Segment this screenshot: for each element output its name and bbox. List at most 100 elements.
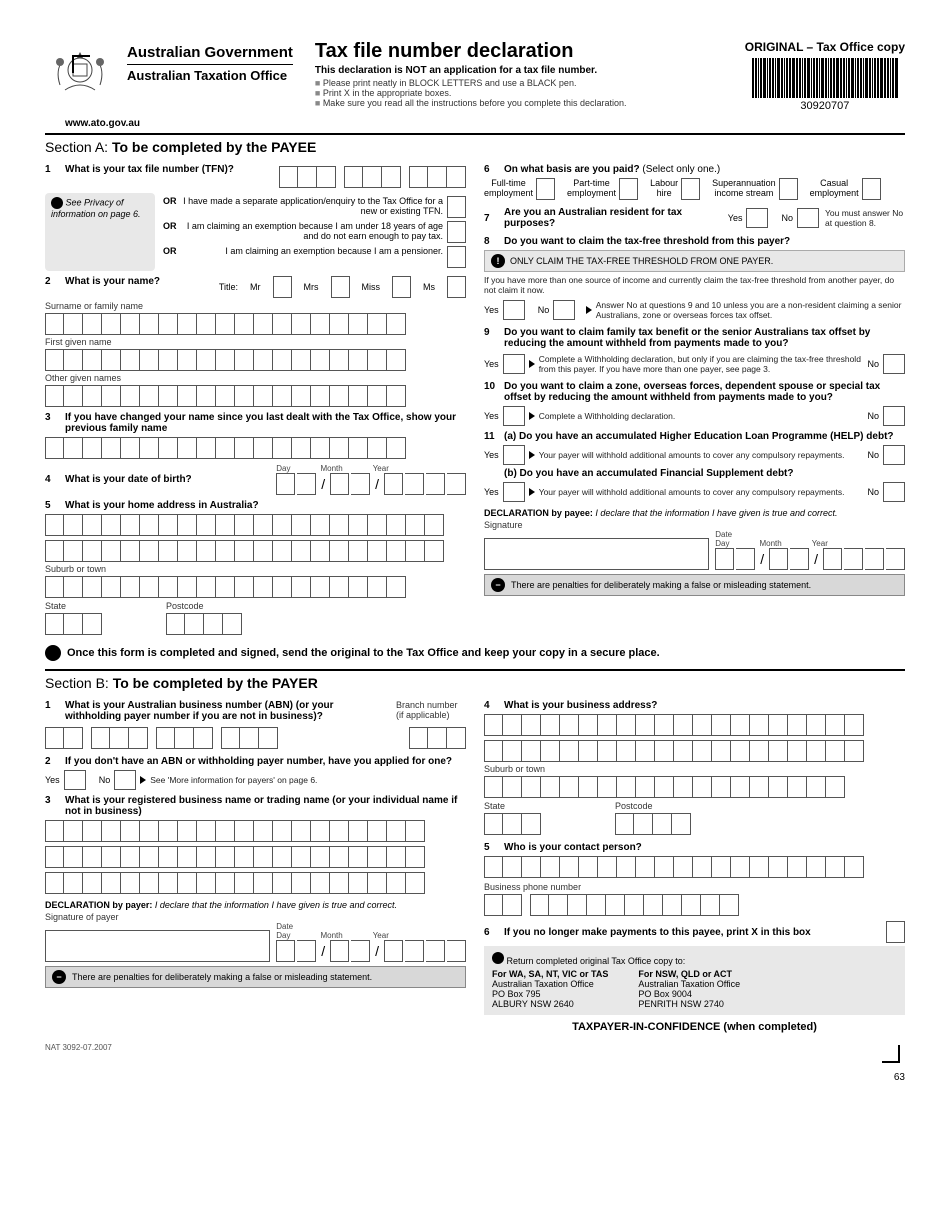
- q9-text: Do you want to claim family tax benefit …: [504, 327, 905, 349]
- basis-super[interactable]: [779, 178, 798, 200]
- q2: 2 What is your name? Title: Mr Mrs Miss …: [45, 276, 466, 298]
- q8-no[interactable]: [553, 300, 575, 320]
- original-label: ORIGINAL – Tax Office copy: [745, 40, 905, 54]
- surname-label: Surname or family name: [45, 301, 466, 311]
- basis-fulltime[interactable]: [536, 178, 555, 200]
- bullet: Please print neatly in BLOCK LETTERS and…: [315, 78, 733, 88]
- basis-parttime[interactable]: [619, 178, 638, 200]
- q7-yes[interactable]: [746, 208, 768, 228]
- phone-label: Business phone number: [484, 882, 905, 892]
- state-input[interactable]: [45, 613, 102, 635]
- state-label: State: [45, 601, 102, 611]
- phone-input[interactable]: [484, 894, 905, 916]
- basis-casual[interactable]: [862, 178, 881, 200]
- q11b-yes[interactable]: [503, 482, 525, 502]
- q10-no[interactable]: [883, 406, 905, 426]
- title-mrs[interactable]: [331, 276, 350, 298]
- crop-mark-tl: [72, 55, 90, 73]
- b-q6-checkbox[interactable]: [886, 921, 905, 943]
- dob-day[interactable]: [276, 473, 295, 495]
- payee-signature-box[interactable]: [484, 538, 709, 570]
- or3-checkbox[interactable]: [447, 246, 466, 268]
- gov-title: Australian Government: [127, 44, 293, 61]
- biz-suburb[interactable]: [484, 776, 905, 798]
- b-q1: 1What is your Australian business number…: [45, 700, 466, 722]
- q9-no[interactable]: [883, 354, 905, 374]
- q11a-yes[interactable]: [503, 445, 525, 465]
- payee-date[interactable]: //: [715, 548, 905, 570]
- payer-sig-label: Signature of payer: [45, 912, 466, 922]
- minus-circle-icon: −: [491, 578, 505, 592]
- bizname-3[interactable]: [45, 872, 466, 894]
- arrow-icon: [529, 451, 535, 459]
- bizname-2[interactable]: [45, 846, 466, 868]
- q11a-no[interactable]: [883, 445, 905, 465]
- privacy-note: See Privacy of information on page 6.: [45, 193, 155, 271]
- firstname-input[interactable]: [45, 349, 466, 371]
- or2-checkbox[interactable]: [447, 221, 466, 243]
- dob-month[interactable]: [330, 473, 349, 495]
- q11b-text: (b) Do you have an accumulated Financial…: [504, 468, 905, 479]
- bizaddr-1[interactable]: [484, 714, 905, 736]
- postcode-input[interactable]: [166, 613, 242, 635]
- section-b-title: To be completed by the PAYER: [113, 675, 318, 691]
- q7: 7Are you an Australian resident for tax …: [484, 205, 905, 231]
- q8-warning: !ONLY CLAIM THE TAX-FREE THRESHOLD FROM …: [484, 250, 905, 272]
- tfn-input[interactable]: [279, 166, 298, 188]
- othername-input[interactable]: [45, 385, 466, 407]
- q9-yes[interactable]: [503, 354, 525, 374]
- b-q4: 4What is your business address?: [484, 700, 905, 711]
- section-b-header: Section B: To be completed by the PAYER: [45, 675, 905, 691]
- section-b-columns: 1What is your Australian business number…: [45, 695, 905, 1039]
- b-q5: 5Who is your contact person?: [484, 842, 905, 853]
- basis-options: Full-timeemployment Part-timeemployment …: [484, 178, 905, 200]
- q6: 6On what basis are you paid? (Select onl…: [484, 164, 905, 175]
- q8-yes[interactable]: [503, 300, 525, 320]
- b-q6-text: If you no longer make payments to this p…: [504, 927, 880, 938]
- abn-input[interactable]: [45, 727, 278, 749]
- address-input-1[interactable]: [45, 514, 466, 536]
- basis-labour[interactable]: [681, 178, 700, 200]
- q10-yes[interactable]: [503, 406, 525, 426]
- bullet: Print X in the appropriate boxes.: [315, 88, 733, 98]
- title-mr[interactable]: [273, 276, 292, 298]
- q2-text: What is your name?: [65, 276, 213, 298]
- b-q2-yes[interactable]: [64, 770, 86, 790]
- b-q1-text: What is your Australian business number …: [65, 700, 390, 722]
- payer-date[interactable]: //: [276, 940, 466, 962]
- biz-postcode[interactable]: [615, 813, 691, 835]
- address-input-2[interactable]: [45, 540, 466, 562]
- section-a-columns: 1 What is your tax file number (TFN)? Se…: [45, 159, 905, 637]
- surname-input[interactable]: [45, 313, 466, 335]
- prev-surname-input[interactable]: [45, 437, 466, 459]
- q7-no[interactable]: [797, 208, 819, 228]
- bizname-1[interactable]: [45, 820, 466, 842]
- arrow-icon: [529, 360, 535, 368]
- biz-state[interactable]: [484, 813, 541, 835]
- payer-declaration: DECLARATION by payer: I declare that the…: [45, 900, 466, 910]
- b-q6: 6If you no longer make payments to this …: [484, 921, 905, 943]
- suburb-input[interactable]: [45, 576, 466, 598]
- b-q5-text: Who is your contact person?: [504, 842, 905, 853]
- branch-input[interactable]: [409, 727, 466, 749]
- payer-signature-box[interactable]: [45, 930, 270, 962]
- crop-mark-br: [882, 1045, 900, 1063]
- b-q4-text: What is your business address?: [504, 700, 905, 711]
- title-miss[interactable]: [392, 276, 411, 298]
- return-left: For WA, SA, NT, VIC or TAS Australian Ta…: [492, 969, 608, 1009]
- q4-text: What is your date of birth?: [65, 474, 270, 485]
- q1-text: What is your tax file number (TFN)?: [65, 164, 273, 190]
- q11b-no[interactable]: [883, 482, 905, 502]
- or1-checkbox[interactable]: [447, 196, 466, 218]
- contact-name[interactable]: [484, 856, 905, 878]
- title-ms[interactable]: [447, 276, 466, 298]
- section-b-left: 1What is your Australian business number…: [45, 695, 466, 1039]
- dob-year[interactable]: [384, 473, 403, 495]
- arrow-icon: [529, 488, 535, 496]
- bizaddr-2[interactable]: [484, 740, 905, 762]
- arrow-icon: [140, 776, 146, 784]
- b-q3: 3What is your registered business name o…: [45, 795, 466, 817]
- q11a-text: (a) Do you have an accumulated Higher Ed…: [504, 431, 905, 442]
- b-q2-no[interactable]: [114, 770, 136, 790]
- q8: 8Do you want to claim the tax-free thres…: [484, 236, 905, 247]
